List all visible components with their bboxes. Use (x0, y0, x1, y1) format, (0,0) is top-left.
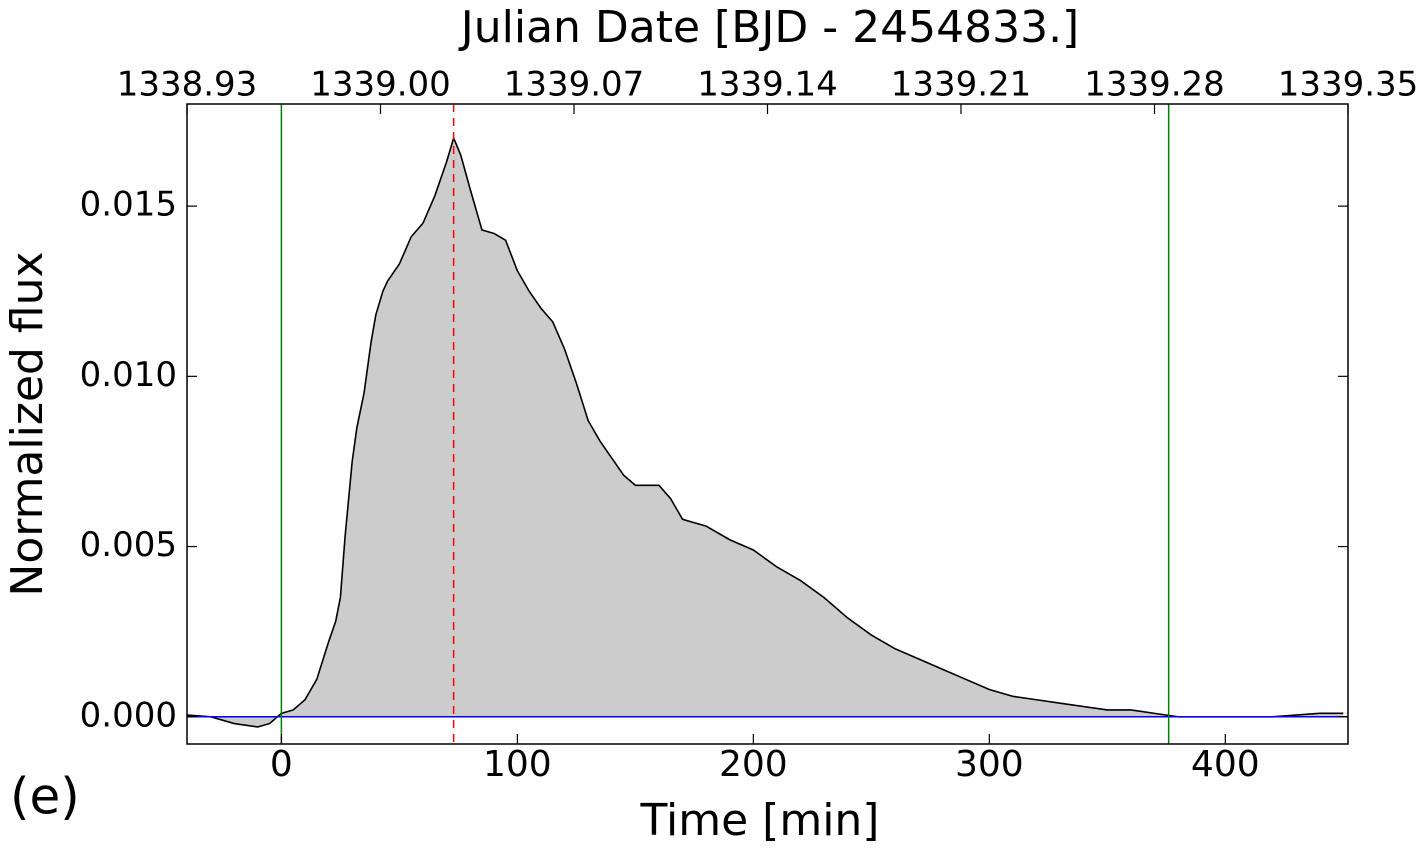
area (187, 138, 1344, 727)
x2-tick-label: 1339.00 (310, 65, 451, 105)
x2-tick-label: 1339.07 (504, 65, 645, 105)
x-tick-label: 100 (483, 744, 552, 785)
x2-tick-label: 1339.14 (697, 65, 838, 105)
x2-tick-label: 1339.35 (1278, 65, 1419, 105)
x-tick-label: 400 (1191, 744, 1260, 785)
x-tick-label: 200 (719, 744, 788, 785)
y-tick-label: 0.010 (80, 355, 177, 395)
x2-tick-label: 1339.21 (891, 65, 1032, 105)
x2-tick-label: 1339.28 (1084, 65, 1225, 105)
x-tick-label: 300 (955, 744, 1024, 785)
x2-tick-label: 1338.93 (117, 65, 258, 105)
y-axis-label: Normalized flux (2, 251, 53, 596)
x-axis-label: Time [min] (640, 795, 880, 846)
y-tick-label: 0.000 (80, 695, 177, 735)
x-tick-label: 0 (270, 744, 293, 785)
chart-title: Julian Date [BJD - 2454833.] (458, 2, 1079, 53)
line (186, 135, 1344, 728)
y-tick-label: 0.015 (80, 185, 177, 225)
panel-label: (e) (10, 768, 80, 826)
y-tick-label: 0.005 (80, 525, 177, 565)
